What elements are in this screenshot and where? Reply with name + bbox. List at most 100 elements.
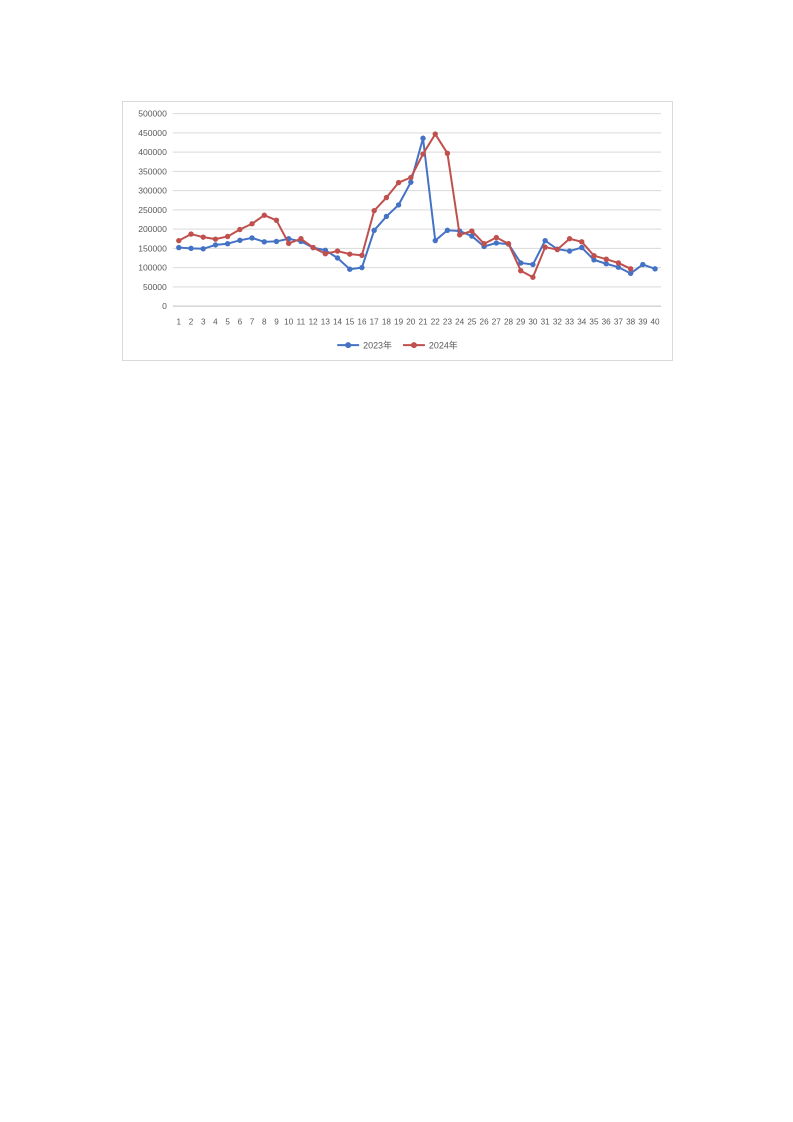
data-point-marker bbox=[615, 264, 622, 270]
data-point-marker bbox=[579, 239, 585, 245]
x-tick-label: 26 bbox=[480, 317, 490, 326]
data-point-marker bbox=[371, 227, 377, 233]
data-point-marker bbox=[200, 234, 206, 240]
y-tick-label: 0 bbox=[162, 301, 167, 311]
x-tick-label: 16 bbox=[357, 317, 367, 326]
data-point-marker bbox=[530, 274, 536, 280]
x-tick-label: 12 bbox=[309, 317, 319, 326]
y-tick-label: 150000 bbox=[138, 243, 167, 253]
x-tick-label: 30 bbox=[528, 317, 538, 326]
data-point-marker bbox=[188, 231, 194, 237]
y-tick-label: 500000 bbox=[138, 109, 167, 119]
data-point-marker bbox=[188, 245, 194, 252]
y-tick-label: 450000 bbox=[138, 128, 167, 138]
gridlines bbox=[172, 113, 662, 307]
x-tick-label: 28 bbox=[504, 317, 514, 326]
data-point-marker bbox=[518, 260, 524, 266]
data-point-marker bbox=[420, 151, 426, 157]
data-point-marker bbox=[261, 239, 267, 245]
legend: 2023年 2024年 bbox=[337, 339, 458, 350]
data-point-marker bbox=[224, 233, 231, 240]
x-tick-label: 17 bbox=[370, 317, 380, 326]
data-point-marker bbox=[627, 270, 634, 277]
x-tick-label: 8 bbox=[262, 317, 267, 326]
x-tick-label: 34 bbox=[577, 317, 587, 326]
data-point-marker bbox=[444, 150, 451, 156]
y-tick-label: 350000 bbox=[138, 166, 167, 176]
data-point-marker bbox=[493, 234, 500, 241]
data-point-marker bbox=[554, 246, 561, 253]
series-line bbox=[177, 133, 632, 279]
x-tick-label: 7 bbox=[250, 317, 255, 326]
legend-dot-marker bbox=[410, 342, 417, 349]
x-tick-label: 23 bbox=[443, 317, 453, 326]
data-point-marker bbox=[224, 241, 231, 247]
x-tick-label: 15 bbox=[345, 317, 355, 326]
y-tick-label: 250000 bbox=[138, 205, 167, 215]
x-tick-label: 13 bbox=[321, 317, 331, 326]
data-point-marker bbox=[640, 261, 646, 268]
data-point-marker bbox=[603, 261, 609, 267]
line-chart-frame[interactable]: 0 50000 100000 150000 200000 250000 300000 3500… bbox=[122, 101, 673, 361]
data-point-marker bbox=[383, 194, 390, 201]
data-point-marker bbox=[591, 257, 597, 263]
y-tick-label: 400000 bbox=[138, 147, 167, 157]
x-tick-label: 5 bbox=[225, 317, 230, 326]
data-point-marker bbox=[456, 232, 463, 238]
x-tick-label: 33 bbox=[565, 317, 575, 326]
series-2023年 bbox=[176, 135, 658, 277]
data-point-marker bbox=[176, 237, 182, 244]
data-point-marker bbox=[615, 260, 622, 266]
x-tick-label: 19 bbox=[394, 317, 404, 326]
data-point-marker bbox=[469, 228, 475, 234]
data-point-marker bbox=[310, 244, 316, 251]
x-tick-label: 4 bbox=[213, 317, 218, 326]
x-tick-label: 14 bbox=[333, 317, 343, 326]
x-tick-label: 38 bbox=[626, 317, 636, 326]
x-tick-label: 3 bbox=[201, 317, 206, 326]
data-point-marker bbox=[420, 135, 426, 141]
data-point-marker bbox=[371, 207, 377, 214]
y-tick-label: 100000 bbox=[138, 263, 167, 273]
x-tick-label: 18 bbox=[382, 317, 392, 326]
data-point-marker bbox=[469, 233, 475, 239]
data-point-marker bbox=[566, 248, 573, 254]
data-point-marker bbox=[237, 226, 243, 233]
data-point-marker bbox=[212, 242, 219, 248]
data-point-marker bbox=[408, 174, 414, 181]
legend-item: 2024年 bbox=[402, 339, 458, 350]
data-point-marker bbox=[432, 237, 438, 244]
data-point-marker bbox=[627, 266, 634, 272]
x-tick-label: 40 bbox=[651, 317, 661, 326]
data-point-marker bbox=[212, 236, 219, 242]
x-tick-label: 2 bbox=[189, 317, 194, 326]
x-tick-label: 37 bbox=[614, 317, 624, 326]
x-axis-tick-labels: 1 2 3 4 5 6 7 8 9 10 11 12 13 14 15 16 17 18 19 20 21 22 23 24 2… bbox=[177, 317, 661, 326]
x-tick-label: 25 bbox=[467, 317, 477, 326]
data-point-marker bbox=[273, 217, 280, 223]
line-chart: 0500001000001500002000002500003000003500… bbox=[138, 109, 662, 350]
data-point-marker bbox=[395, 202, 402, 208]
x-tick-label: 1 bbox=[177, 317, 182, 326]
x-tick-label: 10 bbox=[284, 317, 294, 326]
x-tick-label: 32 bbox=[553, 317, 563, 326]
data-point-marker bbox=[273, 238, 280, 245]
data-point-marker bbox=[603, 256, 609, 262]
y-axis-tick-labels: 0 50000 100000 150000 200000 250000 300000 3500… bbox=[138, 109, 167, 311]
data-point-marker bbox=[322, 251, 329, 257]
x-tick-label: 29 bbox=[516, 317, 526, 326]
data-point-marker bbox=[566, 236, 573, 242]
y-tick-label: 200000 bbox=[138, 224, 167, 234]
data-point-marker bbox=[518, 268, 524, 274]
data-point-marker bbox=[444, 227, 451, 233]
data-point-marker bbox=[432, 131, 438, 137]
data-point-marker bbox=[542, 244, 548, 250]
data-point-marker bbox=[298, 236, 304, 242]
x-tick-label: 27 bbox=[492, 317, 502, 326]
data-point-marker bbox=[347, 251, 353, 257]
legend-item: 2023年 bbox=[337, 339, 392, 350]
data-point-marker bbox=[359, 252, 365, 258]
data-point-marker bbox=[591, 253, 597, 259]
data-point-marker bbox=[286, 240, 292, 247]
